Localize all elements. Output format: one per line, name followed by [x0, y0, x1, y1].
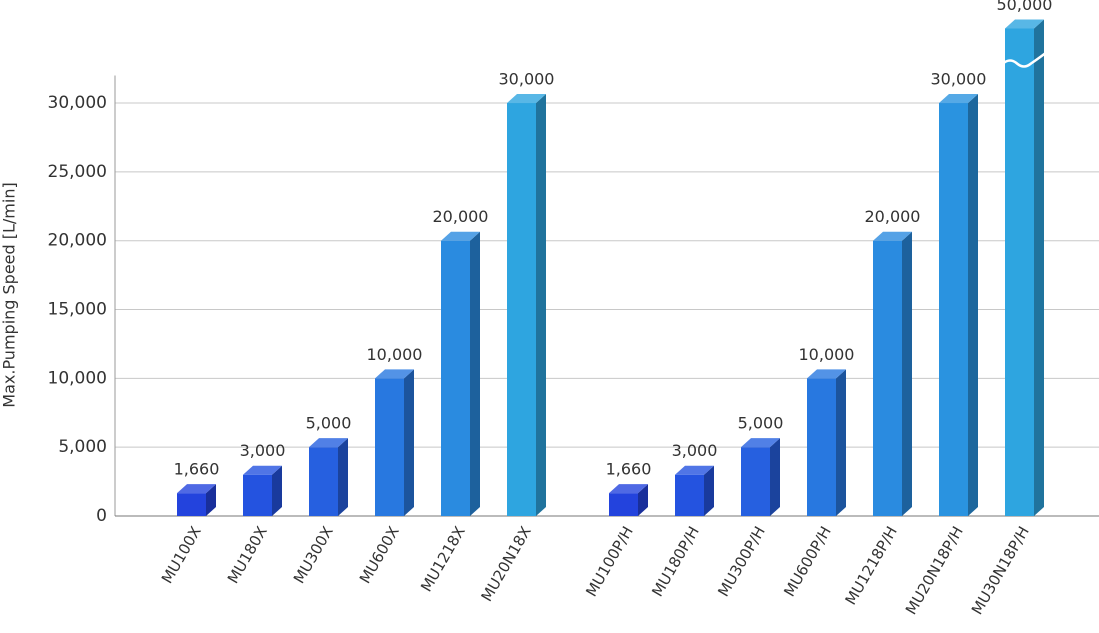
bar-side: [770, 438, 780, 516]
x-tick-label: MU20N18X: [477, 523, 534, 604]
bar-top: [675, 465, 714, 475]
value-label: 5,000: [738, 414, 784, 433]
bar: [873, 240, 902, 516]
bar-top: [1005, 19, 1044, 29]
value-label: 10,000: [367, 345, 423, 364]
x-tick-label: MU300P/H: [714, 523, 769, 599]
x-tick-label: MU300X: [290, 523, 337, 586]
value-label: 5,000: [306, 414, 352, 433]
value-label: 20,000: [433, 207, 489, 226]
value-label: 10,000: [799, 345, 855, 364]
value-label: 50,000: [997, 0, 1053, 14]
bar-top: [807, 369, 846, 379]
y-tick-label: 25,000: [48, 162, 107, 182]
bar-side: [704, 465, 714, 516]
bar-top: [177, 484, 216, 494]
bar: [177, 493, 206, 516]
bar-side: [836, 369, 846, 516]
bar: [309, 447, 338, 516]
bar: [939, 103, 968, 516]
bar-top: [609, 484, 648, 494]
bar-top: [873, 231, 912, 241]
bar-side: [902, 231, 912, 516]
value-label: 30,000: [931, 70, 987, 89]
y-tick-label: 15,000: [48, 300, 107, 320]
y-tick-label: 5,000: [58, 437, 107, 457]
value-label: 20,000: [865, 207, 921, 226]
bar-side: [1034, 19, 1044, 516]
x-tick-label: MU600X: [356, 523, 403, 586]
x-tick-label: MU100X: [158, 523, 205, 586]
axis-break: [1002, 52, 1046, 68]
bar-side: [338, 438, 348, 516]
bar-side: [536, 94, 546, 516]
bar: [507, 103, 536, 516]
bar: [741, 447, 770, 516]
bar-top: [243, 465, 282, 475]
value-label: 30,000: [499, 70, 555, 89]
y-tick-label: 0: [96, 506, 107, 526]
value-label: 1,660: [606, 460, 652, 479]
x-tick-label: MU100P/H: [582, 523, 637, 599]
bar-top: [507, 94, 546, 104]
bar-top: [741, 438, 780, 448]
bar: [675, 474, 704, 516]
bar-side: [638, 484, 648, 516]
bar: [243, 474, 272, 516]
bar-side: [404, 369, 414, 516]
bar: [375, 378, 404, 516]
bar-side: [470, 231, 480, 516]
bar: [807, 378, 836, 516]
bar: [1005, 28, 1034, 516]
x-tick-label: MU1218P/H: [842, 523, 901, 608]
bar-top: [441, 231, 480, 241]
x-tick-label: MU180X: [224, 523, 271, 586]
bar-top: [375, 369, 414, 379]
value-label: 3,000: [672, 441, 718, 460]
bar-side: [968, 94, 978, 516]
bar-top: [939, 94, 978, 104]
value-label: 1,660: [174, 460, 220, 479]
x-tick-label: MU1218X: [417, 523, 469, 595]
value-label: 3,000: [240, 441, 286, 460]
x-tick-label: MU20N18P/H: [902, 523, 967, 617]
bar: [441, 240, 470, 516]
y-tick-label: 30,000: [48, 93, 107, 113]
x-tick-label: MU180P/H: [648, 523, 703, 599]
bar-side: [272, 465, 282, 516]
y-tick-label: 20,000: [48, 231, 107, 251]
y-axis-title: Max.Pumping Speed [L/min]: [0, 182, 19, 407]
x-tick-label: MU600P/H: [780, 523, 835, 599]
x-tick-label: MU30N18P/H: [968, 523, 1033, 617]
bar-side: [206, 484, 216, 516]
bar: [609, 493, 638, 516]
bar-top: [309, 438, 348, 448]
y-tick-label: 10,000: [48, 368, 107, 388]
